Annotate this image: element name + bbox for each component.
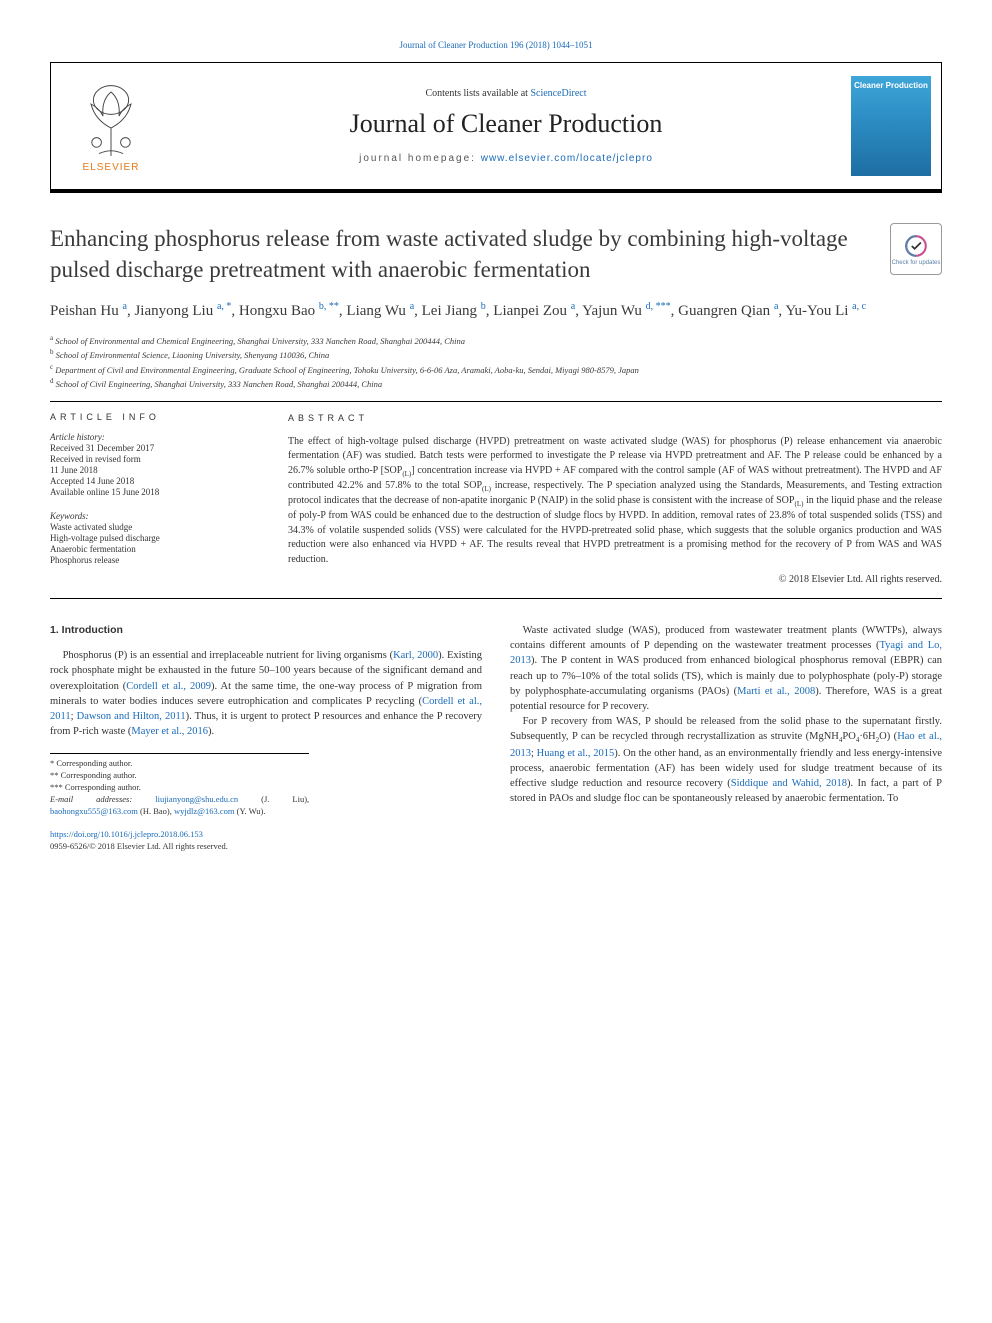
body-col2-text: Waste activated sludge (WAS), produced f… [510, 623, 942, 807]
abstract: ABSTRACT The effect of high-voltage puls… [288, 412, 942, 588]
history-line: Available online 15 June 2018 [50, 487, 260, 497]
separator [50, 598, 942, 599]
footnote-line: *** Corresponding author. [50, 782, 309, 794]
keyword-line: Phosphorus release [50, 555, 260, 565]
affiliation-line: c Department of Civil and Environmental … [50, 362, 942, 377]
check-updates-icon [902, 232, 930, 260]
abstract-text: The effect of high-voltage pulsed discha… [288, 435, 942, 567]
email-label: E-mail addresses: [50, 794, 132, 804]
corresponding-footnotes: * Corresponding author.** Corresponding … [50, 753, 309, 817]
keyword-line: Waste activated sludge [50, 522, 260, 532]
authors-line: Peishan Hu a, Jianyong Liu a, *, Hongxu … [50, 299, 942, 323]
body-col-left: 1. Introduction Phosphorus (P) is an ess… [50, 623, 482, 853]
info-abstract-row: ARTICLE INFO Article history: Received 3… [50, 412, 942, 588]
email-addresses-line: E-mail addresses: liujianyong@shu.edu.cn… [50, 794, 309, 818]
history-line: Received in revised form [50, 454, 260, 464]
contents-lists-line: Contents lists available at ScienceDirec… [161, 88, 851, 99]
check-updates-badge[interactable]: Check for updates [890, 223, 942, 275]
article-info-heading: ARTICLE INFO [50, 412, 260, 422]
journal-cover-thumb: Cleaner Production [851, 76, 931, 176]
history-line: 11 June 2018 [50, 465, 260, 475]
journal-name: Journal of Cleaner Production [161, 109, 851, 139]
keyword-line: Anaerobic fermentation [50, 544, 260, 554]
separator [50, 401, 942, 402]
body-col-right: Waste activated sludge (WAS), produced f… [510, 623, 942, 853]
footnote-line: * Corresponding author. [50, 758, 309, 770]
affiliation-line: b School of Environmental Science, Liaon… [50, 347, 942, 362]
journal-homepage-line: journal homepage: www.elsevier.com/locat… [161, 153, 851, 164]
sciencedirect-link[interactable]: ScienceDirect [530, 88, 586, 99]
doi-link[interactable]: https://doi.org/10.1016/j.jclepro.2018.0… [50, 829, 203, 839]
body-columns: 1. Introduction Phosphorus (P) is an ess… [50, 623, 942, 853]
elsevier-name: ELSEVIER [83, 162, 140, 173]
article-info: ARTICLE INFO Article history: Received 3… [50, 412, 260, 588]
abstract-copyright: © 2018 Elsevier Ltd. All rights reserved… [288, 573, 942, 588]
issn-copyright: 0959-6526/© 2018 Elsevier Ltd. All right… [50, 841, 228, 851]
body-col1-text: Phosphorus (P) is an essential and irrep… [50, 648, 482, 739]
contents-prefix: Contents lists available at [425, 88, 530, 99]
affiliations: a School of Environmental and Chemical E… [50, 333, 942, 391]
affiliation-line: d School of Civil Engineering, Shanghai … [50, 376, 942, 391]
history-line: Received 31 December 2017 [50, 443, 260, 453]
footer-doi-block: https://doi.org/10.1016/j.jclepro.2018.0… [50, 828, 482, 853]
paper-title: Enhancing phosphorus release from waste … [50, 223, 890, 285]
affiliation-line: a School of Environmental and Chemical E… [50, 333, 942, 348]
journal-citation-link[interactable]: Journal of Cleaner Production 196 (2018)… [400, 40, 593, 50]
journal-header-box: ELSEVIER Contents lists available at Sci… [50, 62, 942, 193]
elsevier-logo: ELSEVIER [61, 71, 161, 181]
footnote-line: ** Corresponding author. [50, 770, 309, 782]
cover-title: Cleaner Production [854, 82, 928, 91]
journal-header-center: Contents lists available at ScienceDirec… [161, 88, 851, 164]
check-updates-label: Check for updates [892, 260, 941, 266]
homepage-prefix: journal homepage: [359, 153, 481, 164]
keywords-head: Keywords: [50, 511, 260, 521]
title-row: Enhancing phosphorus release from waste … [50, 223, 942, 285]
abstract-heading: ABSTRACT [288, 412, 942, 425]
history-line: Accepted 14 June 2018 [50, 476, 260, 486]
article-history-head: Article history: [50, 432, 260, 442]
elsevier-tree-icon [71, 80, 151, 160]
journal-homepage-link[interactable]: www.elsevier.com/locate/jclepro [481, 153, 653, 164]
keyword-line: High-voltage pulsed discharge [50, 533, 260, 543]
journal-citation: Journal of Cleaner Production 196 (2018)… [50, 40, 942, 50]
section-heading-introduction: 1. Introduction [50, 623, 482, 638]
